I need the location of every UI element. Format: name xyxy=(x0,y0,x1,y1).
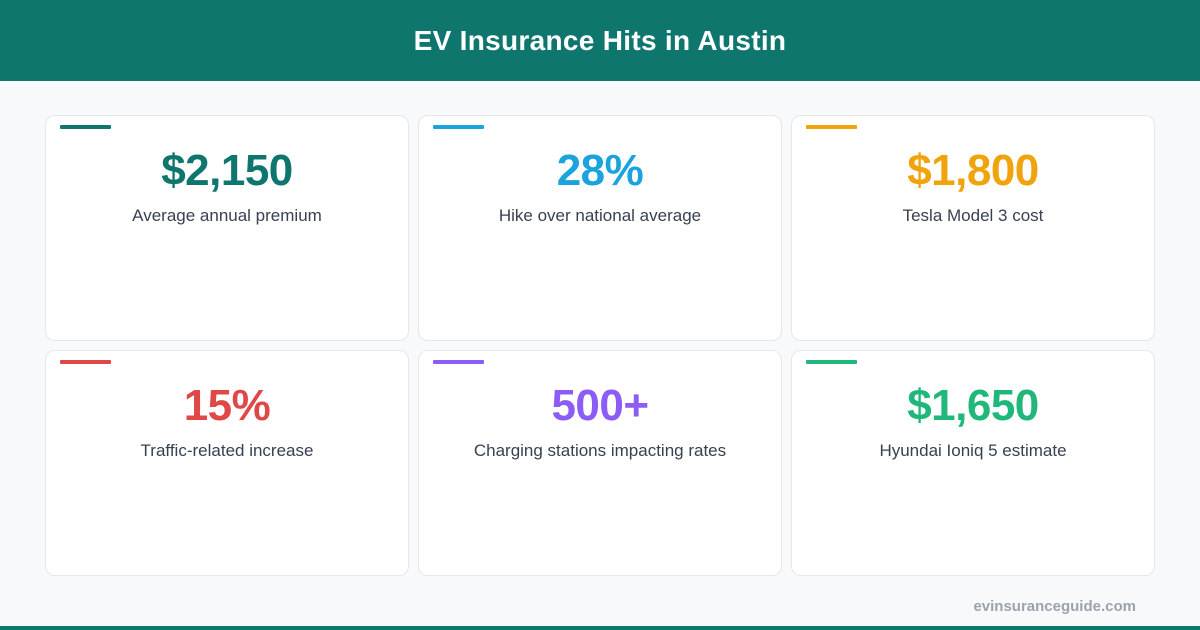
stat-card-charging-stations: 500+ Charging stations impacting rates xyxy=(418,350,782,576)
header-banner: EV Insurance Hits in Austin xyxy=(0,0,1200,81)
stat-card-traffic-increase: 15% Traffic-related increase xyxy=(45,350,409,576)
stats-grid: $2,150 Average annual premium 28% Hike o… xyxy=(45,115,1155,576)
stat-card-average-premium: $2,150 Average annual premium xyxy=(45,115,409,341)
stat-value: $1,800 xyxy=(907,146,1039,195)
stat-label: Hyundai Ioniq 5 estimate xyxy=(879,441,1067,460)
stat-card-tesla-model-3: $1,800 Tesla Model 3 cost xyxy=(791,115,1155,341)
stat-card-hyundai-ioniq-5: $1,650 Hyundai Ioniq 5 estimate xyxy=(791,350,1155,576)
stat-label: Hike over national average xyxy=(498,206,702,225)
stat-label: Average annual premium xyxy=(132,206,322,225)
page-title: EV Insurance Hits in Austin xyxy=(413,24,787,56)
stat-card-national-hike: 28% Hike over national average xyxy=(418,115,782,341)
stat-value: 28% xyxy=(556,146,644,195)
footer-site-url: evinsuranceguide.com xyxy=(973,598,1136,615)
stat-value: 500+ xyxy=(551,381,649,430)
stat-value: $1,650 xyxy=(907,381,1039,430)
card-accent-bar xyxy=(433,360,484,364)
card-accent-bar xyxy=(433,125,484,129)
stat-label: Tesla Model 3 cost xyxy=(902,206,1044,225)
card-accent-bar xyxy=(60,360,111,364)
stat-label: Charging stations impacting rates xyxy=(473,441,727,460)
stat-value: 15% xyxy=(183,381,271,430)
stat-value: $2,150 xyxy=(161,146,293,195)
card-accent-bar xyxy=(806,360,857,364)
stat-label: Traffic-related increase xyxy=(140,441,314,460)
card-accent-bar xyxy=(806,125,857,129)
bottom-accent-bar xyxy=(0,626,1200,630)
card-accent-bar xyxy=(60,125,111,129)
